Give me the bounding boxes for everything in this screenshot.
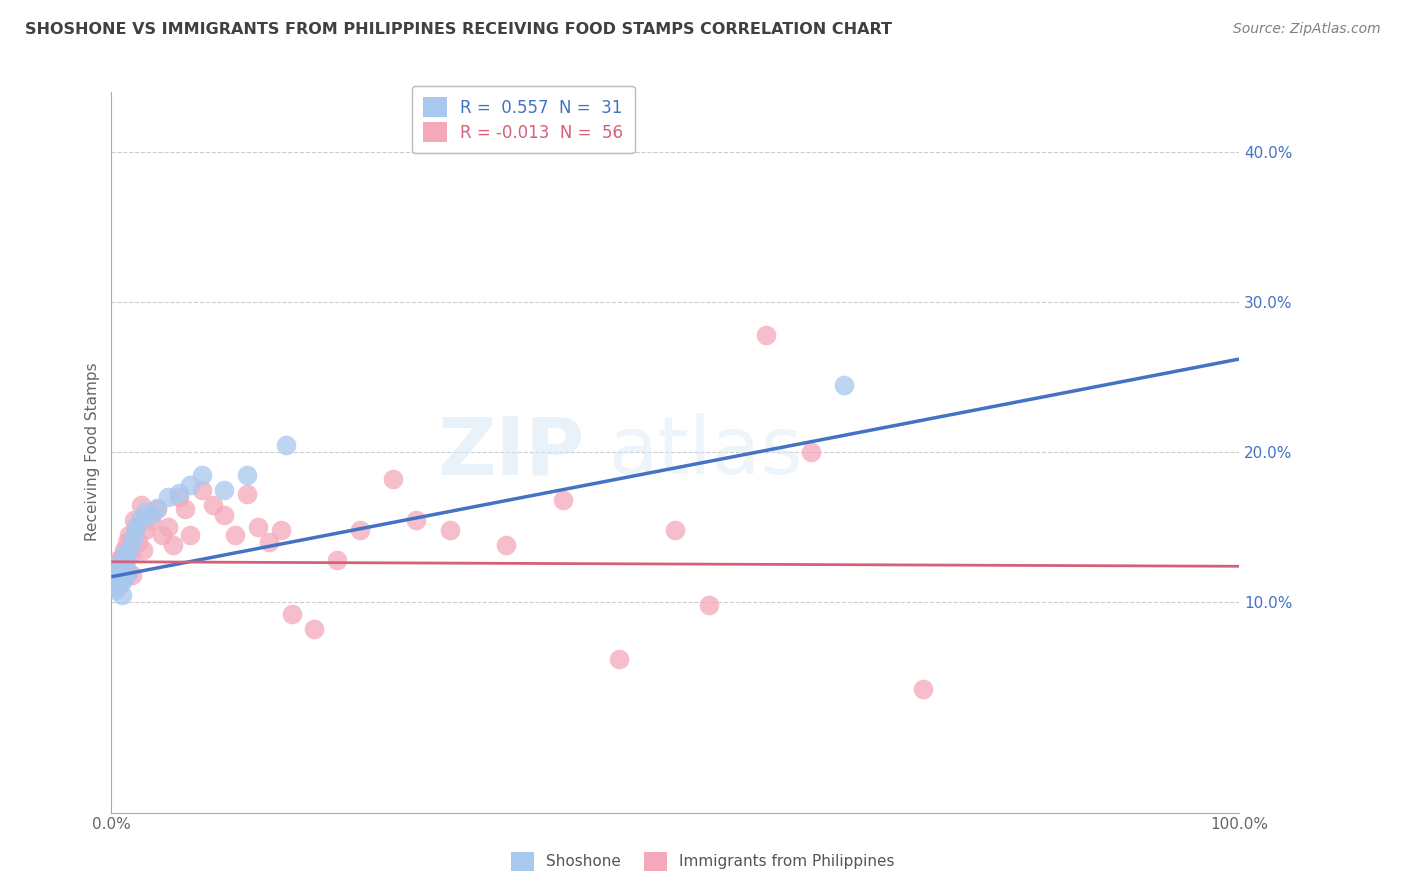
Point [224,527,246,541]
Point [110,588,132,602]
Point [103,580,125,594]
Point [405,513,427,527]
Point [495,538,517,552]
Point [551,493,574,508]
Point [104,558,127,572]
Legend: Shoshone, Immigrants from Philippines: Shoshone, Immigrants from Philippines [502,843,904,880]
Point [108,573,131,587]
Point [139,513,162,527]
Point [201,498,224,512]
Point [118,542,141,557]
Point [156,520,179,534]
Point [235,487,257,501]
Point [110,550,132,565]
Point [270,523,292,537]
Point [129,498,152,512]
Point [139,508,162,523]
Point [111,558,134,572]
Point [100,580,122,594]
Point [121,568,143,582]
Point [212,508,235,523]
Point [104,583,127,598]
Point [105,558,128,572]
Point [114,568,136,582]
Point [108,568,131,582]
Point [167,490,190,504]
Point [190,483,212,497]
Point [112,542,135,557]
Point [235,467,257,482]
Point [132,542,155,557]
Point [105,562,128,576]
Point [101,573,124,587]
Point [110,577,132,591]
Point [281,607,304,622]
Legend: R =  0.557  N =  31, R = -0.013  N =  56: R = 0.557 N = 31, R = -0.013 N = 56 [412,86,634,153]
Point [259,535,281,549]
Point [173,502,195,516]
Point [115,553,138,567]
Point [100,566,122,580]
Point [156,490,179,504]
Point [117,566,139,580]
Point [110,562,132,576]
Point [112,547,135,561]
Point [179,527,201,541]
Point [111,573,134,587]
Text: ZIP: ZIP [437,413,585,491]
Point [382,472,405,486]
Point [167,485,190,500]
Point [114,568,136,582]
Point [212,483,235,497]
Point [104,566,127,580]
Point [697,599,720,613]
Point [145,502,167,516]
Point [912,682,935,697]
Point [800,445,823,459]
Point [107,577,129,591]
Point [349,523,371,537]
Point [247,520,270,534]
Point [121,535,143,549]
Point [115,535,138,549]
Point [128,513,150,527]
Text: SHOSHONE VS IMMIGRANTS FROM PHILIPPINES RECEIVING FOOD STAMPS CORRELATION CHART: SHOSHONE VS IMMIGRANTS FROM PHILIPPINES … [25,22,893,37]
Point [127,535,149,549]
Point [104,568,127,582]
Point [145,500,167,515]
Y-axis label: Receiving Food Stamps: Receiving Food Stamps [86,363,100,541]
Point [115,553,138,567]
Text: Source: ZipAtlas.com: Source: ZipAtlas.com [1233,22,1381,37]
Point [326,553,349,567]
Point [834,377,856,392]
Point [107,553,129,567]
Point [118,527,141,541]
Point [150,527,173,541]
Point [117,566,139,580]
Point [190,467,212,482]
Point [162,538,184,552]
Point [134,505,156,519]
Point [120,547,142,561]
Point [122,513,145,527]
Text: atlas: atlas [607,413,801,491]
Point [103,573,125,587]
Point [304,623,326,637]
Point [607,652,630,666]
Point [125,520,148,534]
Point [134,523,156,537]
Point [664,523,686,537]
Point [754,328,776,343]
Point [111,553,134,567]
Point [439,523,461,537]
Point [276,437,298,451]
Point [179,478,201,492]
Point [125,520,148,534]
Point [122,527,145,541]
